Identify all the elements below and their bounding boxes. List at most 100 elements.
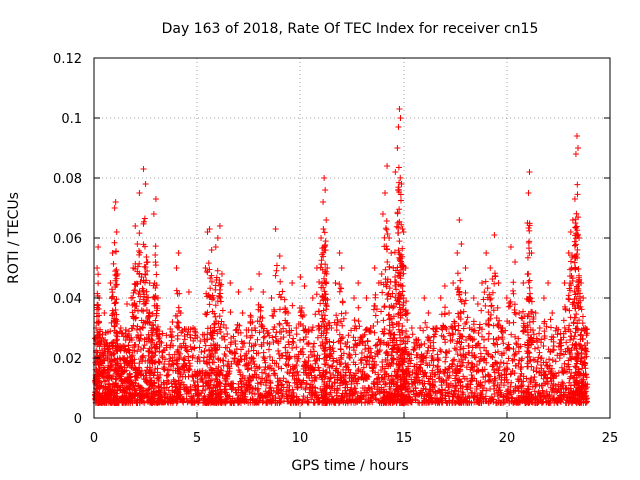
data-point	[315, 326, 322, 333]
data-point	[132, 365, 139, 372]
data-point	[450, 331, 457, 338]
data-point	[165, 387, 172, 394]
data-point	[261, 333, 268, 340]
data-point	[462, 297, 469, 304]
data-point	[129, 325, 136, 332]
data-point	[395, 124, 402, 130]
data-point	[175, 365, 182, 372]
data-point	[145, 312, 152, 319]
data-point	[457, 277, 464, 284]
data-point	[546, 356, 553, 363]
data-point	[355, 304, 362, 311]
data-point	[484, 285, 491, 292]
data-point	[142, 181, 149, 187]
data-point	[189, 354, 196, 361]
data-point	[113, 296, 120, 303]
data-point	[128, 353, 135, 360]
data-point	[209, 332, 216, 339]
data-point	[298, 307, 305, 314]
data-point	[152, 317, 159, 324]
data-point	[141, 342, 148, 349]
data-point	[94, 290, 101, 297]
data-point	[199, 387, 206, 394]
data-point	[223, 389, 230, 396]
data-point	[323, 303, 330, 310]
data-point	[157, 388, 164, 395]
data-point	[173, 399, 180, 406]
scatter-points	[92, 106, 591, 406]
data-point	[547, 316, 554, 323]
data-point	[117, 325, 124, 331]
data-point	[333, 327, 340, 334]
data-point	[102, 336, 109, 343]
data-point	[195, 390, 202, 397]
data-point	[101, 345, 108, 352]
data-point	[442, 358, 449, 365]
data-point	[404, 317, 411, 324]
data-point	[173, 265, 180, 271]
data-point	[396, 238, 403, 245]
data-point	[143, 277, 150, 284]
data-point	[211, 321, 218, 328]
data-point	[134, 241, 141, 247]
x-tick-label: 20	[499, 431, 516, 446]
data-point	[276, 306, 283, 313]
data-point	[212, 244, 219, 250]
data-point	[176, 393, 183, 400]
data-point	[168, 334, 175, 341]
data-point	[510, 279, 517, 286]
data-point	[451, 318, 458, 325]
data-point	[483, 250, 490, 256]
data-point	[145, 294, 152, 301]
data-point	[185, 357, 192, 364]
data-point	[112, 299, 119, 306]
data-point	[368, 349, 375, 356]
data-point	[485, 372, 492, 379]
data-point	[531, 373, 538, 380]
data-point	[97, 328, 104, 335]
data-point	[482, 278, 489, 285]
data-point	[395, 224, 402, 231]
data-point	[212, 347, 219, 354]
data-point	[153, 302, 160, 309]
data-point	[525, 279, 532, 286]
data-point	[158, 339, 165, 346]
data-point	[139, 324, 146, 331]
data-point	[152, 293, 159, 300]
data-point	[130, 322, 137, 329]
data-point	[308, 327, 315, 334]
data-point	[417, 325, 424, 331]
data-point	[167, 326, 174, 333]
data-point	[114, 360, 121, 367]
data-point	[208, 370, 215, 377]
data-point	[573, 133, 580, 139]
data-point	[224, 392, 231, 399]
data-point	[320, 226, 327, 233]
data-point	[316, 278, 323, 285]
data-point	[289, 345, 296, 352]
data-point	[149, 329, 156, 336]
data-point	[255, 385, 262, 392]
data-point	[206, 226, 213, 232]
data-point	[567, 229, 574, 235]
data-point	[186, 360, 193, 367]
data-point	[278, 365, 285, 372]
data-point	[118, 329, 125, 336]
data-point	[510, 290, 517, 297]
data-point	[168, 380, 175, 387]
data-point	[212, 282, 219, 289]
data-point	[382, 190, 389, 196]
data-point	[224, 330, 231, 337]
data-point	[525, 270, 532, 277]
y-tick-label: 0.1	[61, 112, 82, 127]
data-point	[220, 321, 227, 328]
data-point	[143, 253, 150, 260]
data-point	[113, 337, 120, 344]
data-point	[110, 351, 117, 358]
data-point	[279, 288, 286, 295]
data-point	[175, 308, 182, 315]
data-point	[174, 360, 181, 367]
grid	[94, 58, 610, 418]
data-point	[217, 380, 224, 387]
data-point	[266, 353, 273, 360]
